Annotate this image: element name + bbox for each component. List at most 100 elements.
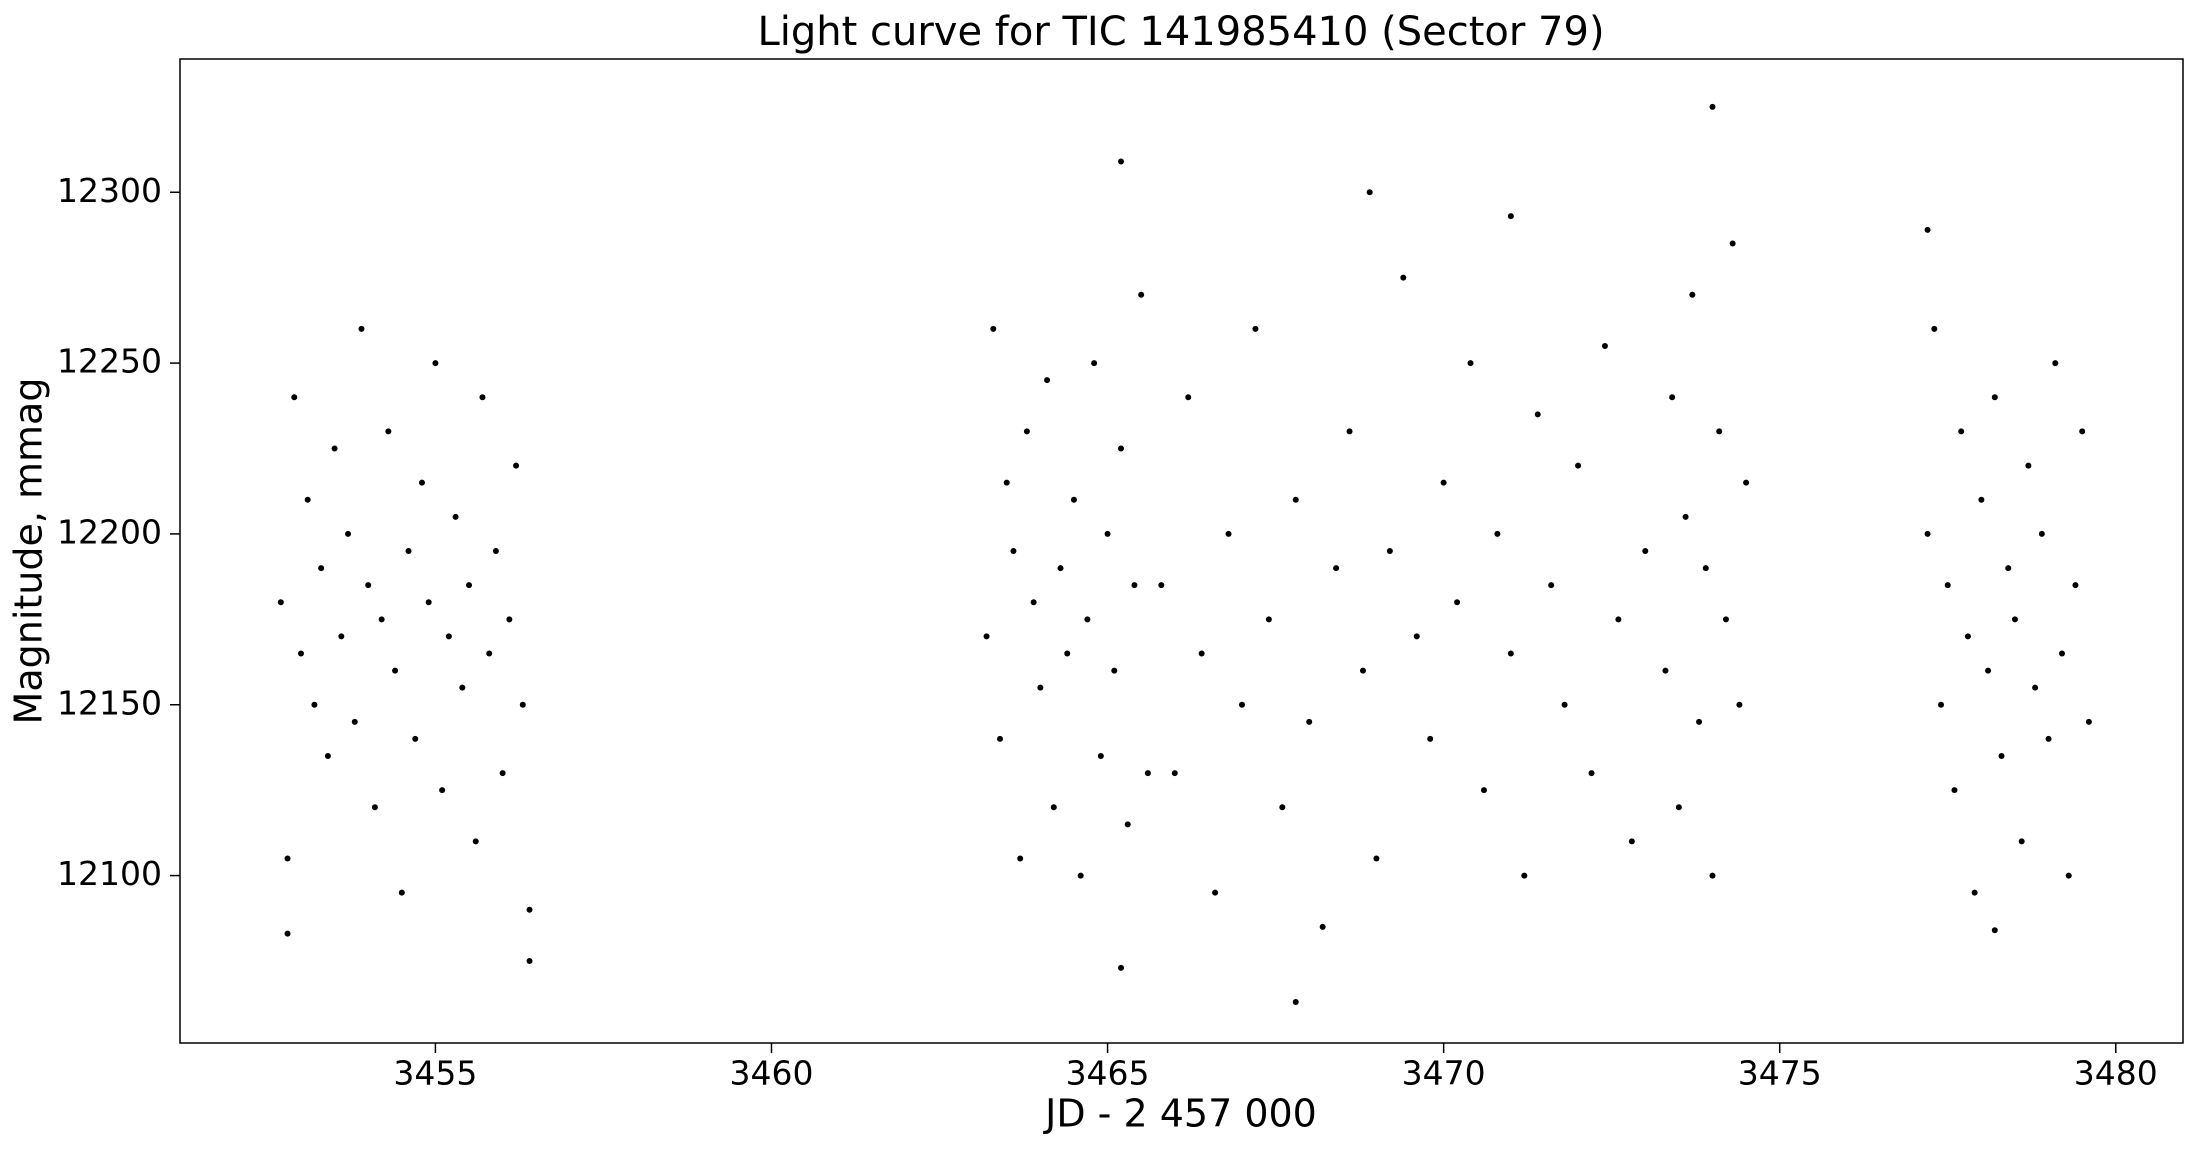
data-point <box>526 958 533 964</box>
data-point <box>1682 513 1689 520</box>
data-point <box>1722 616 1729 623</box>
data-point <box>1265 616 1272 623</box>
data-point <box>1588 770 1595 777</box>
data-point <box>1944 582 1951 589</box>
data-point <box>1998 753 2005 759</box>
data-point <box>2011 616 2018 623</box>
y-tick-label: 12300 <box>57 171 162 210</box>
data-point <box>1991 927 1998 934</box>
data-point <box>492 548 499 554</box>
data-point <box>1702 565 1709 572</box>
data-point <box>304 496 311 503</box>
data-point <box>2079 428 2086 435</box>
data-point <box>519 701 526 708</box>
data-point <box>1427 735 1434 742</box>
data-point <box>1413 633 1420 640</box>
data-point <box>506 616 513 623</box>
x-tick-label: 3480 <box>2074 1054 2158 1093</box>
data-point <box>418 479 425 486</box>
data-point <box>1017 855 1024 862</box>
data-point <box>1696 718 1703 725</box>
x-tick-label: 3465 <box>1066 1054 1150 1093</box>
data-point <box>358 325 365 332</box>
data-point <box>513 462 520 469</box>
data-point <box>1991 394 1998 401</box>
data-point <box>318 565 325 572</box>
data-point <box>2005 565 2012 572</box>
data-point <box>1716 428 1723 435</box>
data-point <box>1238 701 1245 708</box>
data-point <box>1561 701 1568 708</box>
data-point <box>1931 325 1938 332</box>
data-point <box>1373 855 1380 862</box>
data-point <box>1507 650 1514 657</box>
data-point <box>1494 530 1501 537</box>
data-point <box>345 530 352 537</box>
data-point <box>1575 462 1582 469</box>
data-point <box>425 599 432 606</box>
data-point <box>1924 226 1931 233</box>
data-point <box>1729 240 1736 247</box>
data-point <box>526 906 533 913</box>
data-point <box>1958 428 1965 435</box>
x-tick-label: 3470 <box>1402 1054 1486 1093</box>
data-point <box>1138 291 1145 298</box>
data-point <box>1951 787 1958 794</box>
data-point <box>311 701 318 708</box>
data-point <box>2059 650 2066 657</box>
data-point <box>2052 360 2059 367</box>
data-point <box>2065 872 2072 879</box>
data-point <box>1292 496 1299 503</box>
data-point <box>1534 411 1541 418</box>
data-point <box>1743 479 1750 486</box>
data-point <box>472 838 479 845</box>
data-point <box>1252 325 1259 332</box>
data-point <box>1736 701 1743 708</box>
data-point <box>1144 770 1151 777</box>
data-point <box>1171 770 1178 777</box>
x-axis-label: JD - 2 457 000 <box>1043 1092 1317 1136</box>
y-axis-label: Magnitude, mmag <box>7 378 51 725</box>
data-point <box>1292 999 1299 1005</box>
data-point <box>284 855 291 862</box>
data-point <box>1124 821 1131 828</box>
y-tick-label: 12150 <box>57 683 162 722</box>
data-point <box>2025 462 2032 469</box>
data-point <box>1386 548 1393 554</box>
data-point <box>385 428 392 435</box>
data-point <box>1010 548 1017 554</box>
data-point <box>1359 667 1366 674</box>
data-point <box>479 394 486 401</box>
data-point <box>1185 394 1192 401</box>
data-point <box>997 735 1004 742</box>
data-point <box>1037 684 1044 691</box>
data-point <box>398 889 405 896</box>
data-point <box>452 513 459 520</box>
data-point <box>499 770 506 777</box>
data-point <box>459 684 466 691</box>
data-point <box>1111 667 1118 674</box>
data-point <box>2045 735 2052 742</box>
data-point <box>2085 718 2092 725</box>
data-point <box>412 735 419 742</box>
data-point <box>1084 616 1091 623</box>
data-point <box>277 599 284 606</box>
data-point <box>1198 650 1205 657</box>
data-point <box>445 633 452 640</box>
data-point <box>1044 377 1051 384</box>
data-point <box>1064 650 1071 657</box>
data-point <box>1709 872 1716 879</box>
y-tick-label: 12200 <box>57 512 162 551</box>
data-point <box>1669 394 1676 401</box>
data-point <box>331 445 338 452</box>
data-point <box>1548 582 1555 589</box>
data-point <box>1131 582 1138 589</box>
data-point <box>324 753 331 759</box>
data-point <box>1279 804 1286 811</box>
data-point <box>1366 189 1373 196</box>
data-point <box>297 650 304 657</box>
data-point <box>338 633 345 640</box>
y-tick-label: 12100 <box>57 854 162 893</box>
data-point <box>1642 548 1649 554</box>
data-point <box>486 650 493 657</box>
